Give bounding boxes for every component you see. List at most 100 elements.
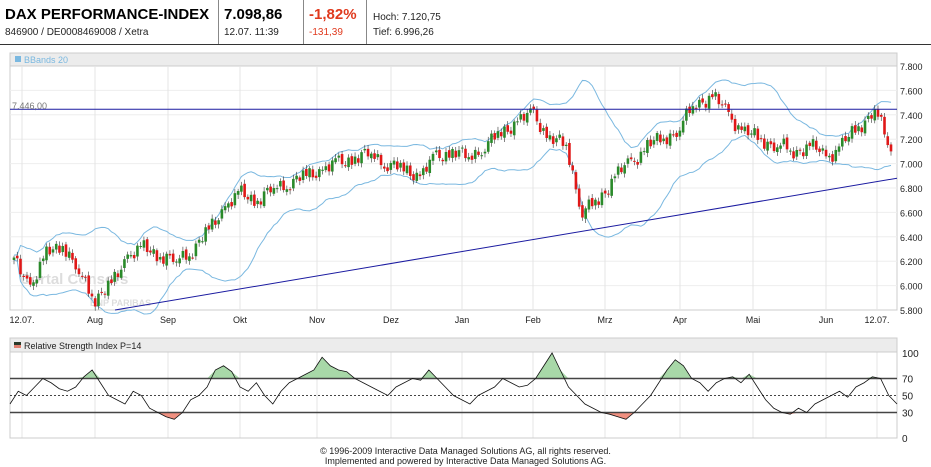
candle-down (314, 175, 318, 178)
candle-down (162, 256, 165, 264)
candle-down (538, 122, 542, 132)
x-tick-label: Sep (160, 315, 176, 325)
candle-down (574, 172, 578, 190)
candle-up (655, 133, 659, 141)
x-tick-label: Jun (819, 315, 834, 325)
candle-up (347, 157, 350, 168)
candle-down (886, 136, 890, 146)
change-cell: -1,82% -131,39 (304, 0, 367, 44)
candle-up (295, 175, 298, 180)
candle-down (87, 275, 91, 294)
candle-down (665, 137, 669, 145)
candle-up (503, 126, 506, 138)
candle-up (866, 115, 870, 119)
candle-down (672, 134, 675, 136)
candle-down (506, 125, 510, 132)
candle-down (155, 250, 159, 262)
price-y-tick: 6.400 (900, 233, 923, 243)
candle-down (340, 154, 344, 165)
candle-down (441, 159, 445, 162)
candle-down (603, 190, 607, 194)
candle-up (811, 139, 815, 147)
candle-up (45, 246, 48, 261)
change-absolute: -131,39 (309, 27, 343, 38)
candle-down (636, 162, 639, 165)
candle-down (883, 116, 886, 135)
candle-down (253, 194, 256, 206)
candle-down (470, 155, 474, 160)
candle-up (158, 257, 162, 260)
candle-up (753, 128, 756, 136)
candle-down (597, 201, 600, 205)
candle-down (366, 148, 370, 157)
candle-down (853, 125, 857, 133)
candle-up (834, 149, 838, 162)
candle-up (389, 163, 393, 170)
candle-up (662, 138, 665, 142)
candle-down (15, 255, 19, 259)
price-y-tick: 6.200 (900, 257, 923, 267)
candle-down (759, 138, 763, 140)
candle-up (873, 109, 877, 121)
candle-down (438, 149, 441, 159)
candle-down (798, 149, 802, 151)
candle-up (434, 150, 438, 153)
x-tick-label: 12.07. (9, 315, 34, 325)
instrument-name: DAX PERFORMANCE-INDEX (5, 6, 210, 23)
candle-up (210, 218, 214, 230)
candle-up (584, 208, 587, 219)
powered-by: Implemented and powered by Interactive D… (324, 456, 607, 466)
candle-down (191, 257, 194, 259)
candle-down (620, 167, 623, 173)
candle-up (399, 162, 402, 168)
candle-up (240, 185, 243, 192)
candle-up (32, 282, 35, 286)
candle-down (870, 115, 873, 119)
candle-up (194, 243, 198, 257)
candle-up (392, 160, 396, 165)
candle-up (776, 147, 779, 153)
candle-up (152, 249, 155, 254)
candle-down (288, 189, 292, 191)
candle-down (184, 249, 188, 260)
bollinger-upper-band (13, 79, 892, 256)
candle-up (789, 150, 792, 152)
candle-up (188, 256, 191, 261)
candle-down (386, 167, 389, 172)
candle-down (464, 148, 467, 159)
candle-up (266, 187, 269, 191)
candle-down (724, 103, 727, 105)
candle-up (318, 169, 321, 178)
instrument-cell: DAX PERFORMANCE-INDEX 846900 / DE0008469… (0, 0, 219, 44)
candle-up (369, 153, 373, 159)
x-tick-label: Nov (309, 315, 326, 325)
rsi-overbought-area (10, 353, 897, 379)
candle-down (58, 245, 61, 253)
candle-up (668, 133, 672, 146)
candle-up (38, 261, 42, 278)
x-tick-label: 12.07. (864, 315, 889, 325)
day-low: Tief: 6.996,26 (373, 27, 434, 38)
candle-down (688, 106, 691, 114)
candle-down (74, 258, 78, 270)
price-y-tick: 7.800 (900, 62, 923, 72)
candle-up (142, 240, 146, 248)
candle-up (178, 258, 181, 264)
candle-down (103, 293, 107, 295)
rsi-legend-swatch-down (14, 345, 21, 348)
candle-up (337, 155, 341, 158)
candle-down (269, 186, 272, 193)
candle-down (311, 169, 315, 178)
x-tick-label: Dez (383, 315, 400, 325)
rsi-y-tick: 0 (902, 434, 908, 445)
candle-up (512, 121, 516, 136)
candle-up (376, 154, 380, 158)
candle-up (12, 257, 16, 260)
candle-down (571, 165, 574, 171)
candle-up (847, 136, 851, 142)
candle-down (694, 107, 698, 109)
candle-down (740, 126, 743, 130)
candle-up (353, 156, 357, 164)
candle-down (659, 134, 662, 143)
candle-up (106, 280, 110, 296)
